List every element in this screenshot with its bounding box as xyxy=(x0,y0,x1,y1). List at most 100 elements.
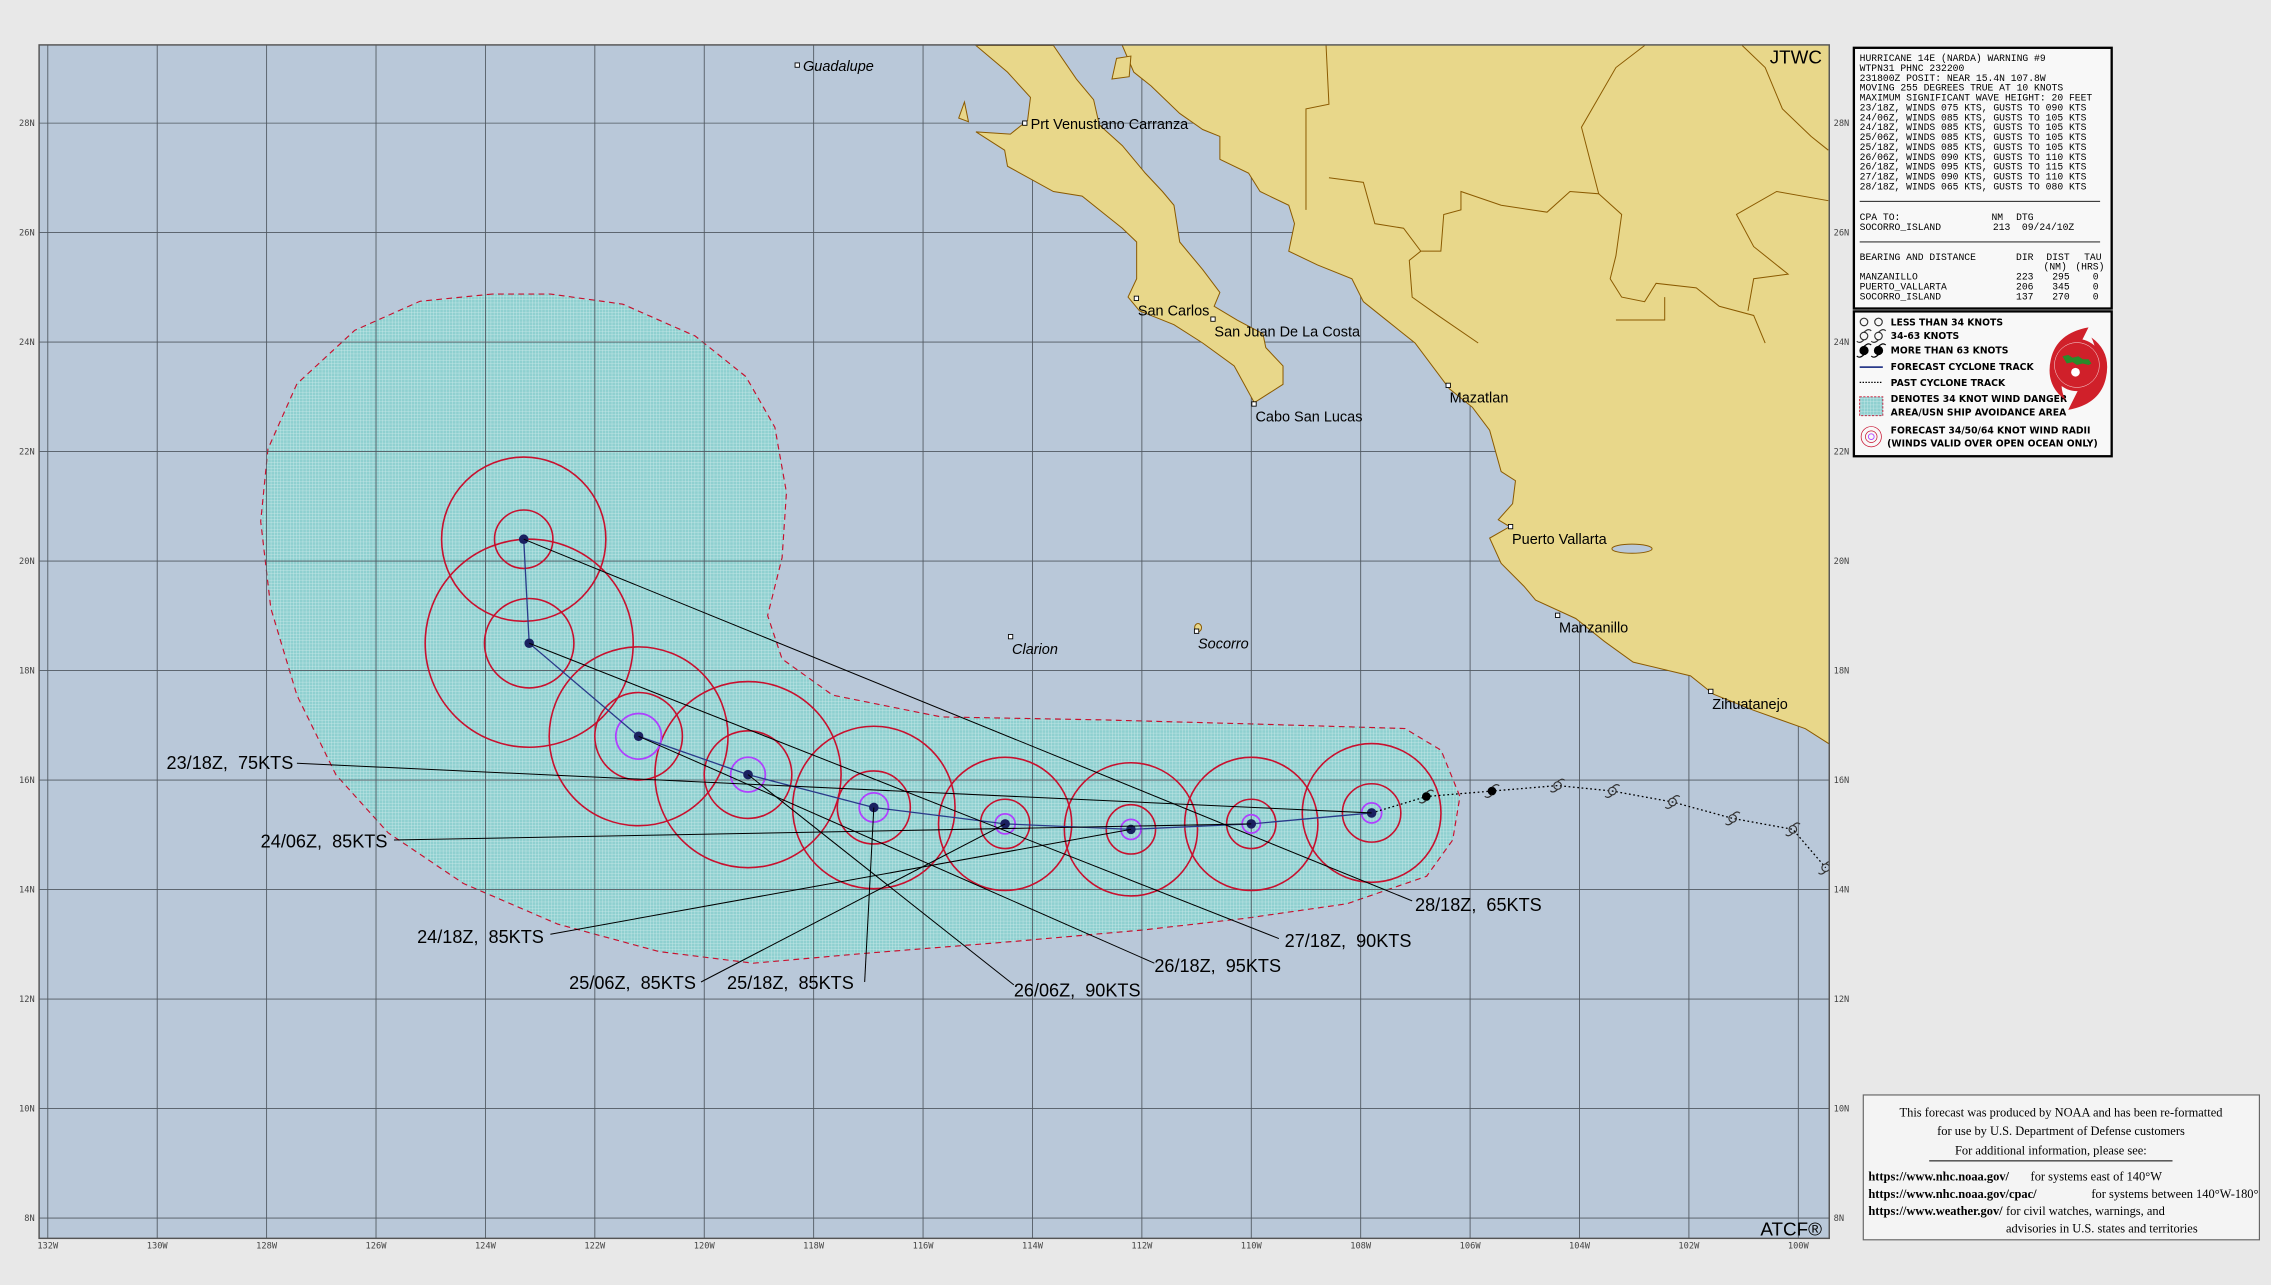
wind-radii-8 xyxy=(440,456,607,623)
warning-line: 25/06Z, WINDS 085 KTS, GUSTS TO 105 KTS xyxy=(1860,132,2087,143)
lon-tick-label: 126W xyxy=(366,1241,388,1251)
map-area: Guadalupe Prt Venustiano Carranza San Carl… xyxy=(39,44,1830,1239)
radius-50kt xyxy=(483,597,575,689)
label-leader-line xyxy=(523,538,1413,902)
guadalupe-inlet xyxy=(959,102,969,122)
place-label: Puerto Vallarta xyxy=(1512,532,1608,548)
forecast-position-icon xyxy=(1000,819,1010,829)
lon-tick-label: 124W xyxy=(475,1241,497,1251)
lat-tick-label-right: 8N xyxy=(1834,1214,1844,1224)
legend-item-label: FORECAST CYCLONE TRACK xyxy=(1891,362,2035,373)
legend-item-label: FORECAST 34/50/64 KNOT WIND RADII xyxy=(1891,425,2091,436)
lon-tick-label: 132W xyxy=(37,1241,59,1251)
legend-item-label: DENOTES 34 KNOT WIND DANGER xyxy=(1891,394,2067,405)
lat-tick-label-left: 12N xyxy=(19,995,35,1005)
radius-50kt xyxy=(594,691,684,781)
label-leader-line xyxy=(700,823,1006,983)
radius-34kt xyxy=(424,538,635,749)
place-label: Clarion xyxy=(1012,642,1058,658)
lat-tick-label-right: 18N xyxy=(1834,666,1850,676)
lat-tick-label-right: 14N xyxy=(1834,885,1850,895)
jtwc-logo xyxy=(2049,327,2108,410)
forecast-label: 27/18Z, 90KTS xyxy=(1285,931,1412,951)
warning-line: 23/18Z, WINDS 075 KTS, GUSTS TO 090 KTS xyxy=(1860,102,2087,113)
cpa-nm: 213 xyxy=(1993,222,2011,233)
cpac-link[interactable]: https://www.nhc.noaa.gov/cpac/ xyxy=(1868,1187,2037,1201)
disclaimer-line-2: for use by U.S. Department of Defense cu… xyxy=(1937,1124,2185,1138)
weather-gov-link-desc: for civil watches, warnings, and xyxy=(2006,1204,2166,1218)
forecast-label: 26/18Z, 95KTS xyxy=(1154,956,1281,976)
lat-tick-label-right: 16N xyxy=(1834,776,1850,786)
radius-50kt xyxy=(1105,803,1157,855)
forecast-label: 24/06Z, 85KTS xyxy=(261,831,388,851)
place-marker xyxy=(1251,401,1257,407)
34-63-knots-icon xyxy=(1856,329,1887,343)
lon-tick-label: 128W xyxy=(256,1241,278,1251)
hurricane-symbol-icon xyxy=(1418,789,1434,804)
wind-radii-5 xyxy=(654,680,842,869)
warning-line: HURRICANE 14E (NARDA) WARNING #9 xyxy=(1860,53,2046,64)
past-track-line xyxy=(1371,784,1827,869)
place-marker xyxy=(1445,382,1451,388)
lon-tick-label: 104W xyxy=(1569,1241,1591,1251)
bearing-title: BEARING AND DISTANCE xyxy=(1860,252,1976,263)
weather-gov-link[interactable]: https://www.weather.gov/ xyxy=(1868,1204,2003,1218)
legend-item-label: LESS THAN 34 KNOTS xyxy=(1891,318,2003,329)
radius-34kt xyxy=(440,456,607,623)
bearing-place: SOCORRO_ISLAND xyxy=(1860,292,1942,303)
wind-radii-7 xyxy=(424,538,635,749)
radius-50kt xyxy=(1341,782,1402,843)
lat-tick-label-left: 8N xyxy=(24,1214,34,1224)
warning-line: 24/18Z, WINDS 085 KTS, GUSTS TO 105 KTS xyxy=(1860,122,2087,133)
lat-tick-label-left: 18N xyxy=(19,666,35,676)
disclaimer-box: This forecast was produced by NOAA and h… xyxy=(1862,1094,2260,1241)
wind-radii-icon xyxy=(1860,426,1882,448)
disclaimer-last-line: advisories in U.S. states and territorie… xyxy=(2006,1222,2198,1236)
lon-tick-label: 120W xyxy=(694,1241,716,1251)
warning-line: 25/18Z, WINDS 085 KTS, GUSTS TO 105 KTS xyxy=(1860,142,2087,153)
place-marker xyxy=(1210,316,1216,322)
warning-line: MAXIMUM SIGNIFICANT WAVE HEIGHT: 20 FEET xyxy=(1860,93,2093,104)
lon-tick-label: 100W xyxy=(1788,1241,1810,1251)
bearing-dir: 206 xyxy=(2016,282,2034,293)
lon-tick-label: 108W xyxy=(1350,1241,1372,1251)
less-than-34-knots-icon xyxy=(1859,317,1883,327)
tropical-storm-symbol-icon xyxy=(1818,860,1830,875)
bearing-dist: 295 xyxy=(2052,272,2070,283)
radius-64kt xyxy=(729,756,767,793)
warning-line: WTPN31 PHNC 232200 xyxy=(1860,63,1965,74)
bearing-tau-unit: (HRS) xyxy=(2075,262,2104,273)
software-label: ATCF® xyxy=(1760,1218,1822,1239)
label-leader-line xyxy=(638,735,1155,964)
warning-line: 24/06Z, WINDS 085 KTS, GUSTS TO 105 KTS xyxy=(1860,112,2087,123)
tropical-storm-symbol-icon xyxy=(1604,784,1620,798)
lon-tick-label: 112W xyxy=(1131,1241,1153,1251)
lat-tick-label-right: 24N xyxy=(1834,338,1850,348)
nhc-link-desc: for systems east of 140°W xyxy=(2031,1169,2163,1183)
lon-tick-label: 130W xyxy=(147,1241,169,1251)
place-label: Cabo San Lucas xyxy=(1255,409,1362,425)
nhc-link[interactable]: https://www.nhc.noaa.gov/ xyxy=(1868,1169,2009,1183)
cpa-place: SOCORRO_ISLAND xyxy=(1860,222,1942,233)
radius-50kt xyxy=(703,730,793,820)
warning-line: 27/18Z, WINDS 090 KTS, GUSTS TO 110 KTS xyxy=(1860,171,2087,182)
tropical-storm-symbol-icon xyxy=(1725,811,1741,826)
legend-item-label: PAST CYCLONE TRACK xyxy=(1891,378,2006,389)
place-label: Manzanillo xyxy=(1559,621,1628,637)
lat-tick-label-left: 16N xyxy=(19,776,35,786)
radius-34kt xyxy=(1063,761,1199,897)
place-label: Socorro xyxy=(1198,637,1249,653)
place-label: Zihuatanejo xyxy=(1712,697,1788,713)
warning-line: 26/06Z, WINDS 090 KTS, GUSTS TO 110 KTS xyxy=(1860,152,2087,163)
place-marker xyxy=(1133,295,1140,301)
radius-34kt xyxy=(1301,742,1442,884)
lon-tick-label: 116W xyxy=(913,1241,935,1251)
lat-tick-label-left: 24N xyxy=(19,338,35,348)
bearing-dist-unit: (NM) xyxy=(2044,262,2067,273)
warning-line: 231800Z POSIT: NEAR 15.4N 107.8W xyxy=(1860,73,2046,84)
bearing-place: MANZANILLO xyxy=(1860,272,1918,283)
label-leader-line xyxy=(393,823,1252,841)
tropical-storm-symbol-icon xyxy=(1664,795,1681,809)
cpa-nm-header: NM xyxy=(1991,212,2003,223)
